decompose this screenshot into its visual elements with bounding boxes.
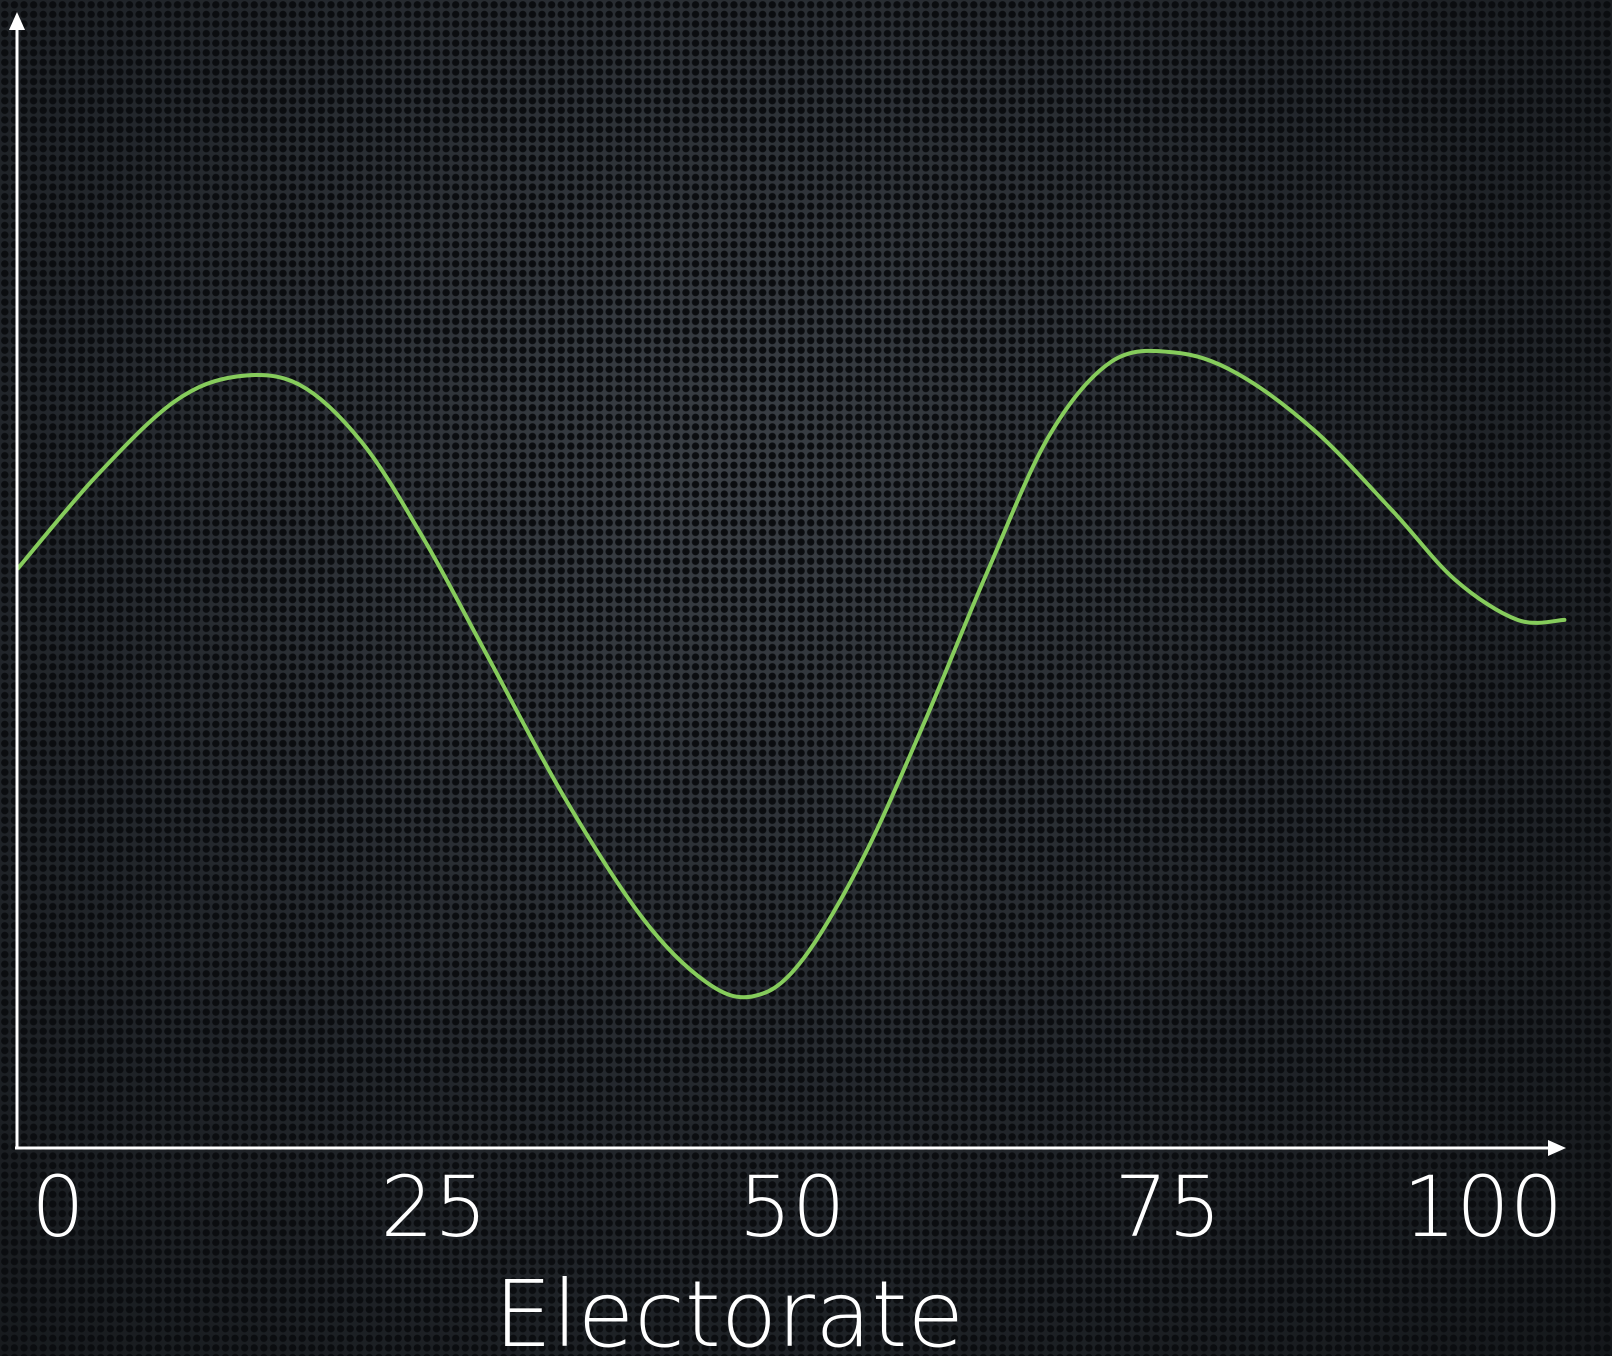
x-tick-label-75: 75	[1115, 1158, 1222, 1256]
x-axis-title: Electorate	[494, 1261, 964, 1356]
plot-area	[16, 348, 1567, 1000]
x-tick-label-0: 0	[31, 1158, 84, 1256]
x-tick-label-50: 50	[739, 1158, 846, 1256]
x-tick-label-100: 100	[1403, 1158, 1563, 1256]
x-tick-label-25: 25	[381, 1158, 488, 1256]
x-tick-labels: 0 25 50 75 100	[31, 1158, 1563, 1256]
y-axis-arrow-icon	[9, 12, 25, 30]
x-axis-arrow-icon	[1548, 1140, 1566, 1156]
series-line-0	[16, 348, 1567, 1000]
